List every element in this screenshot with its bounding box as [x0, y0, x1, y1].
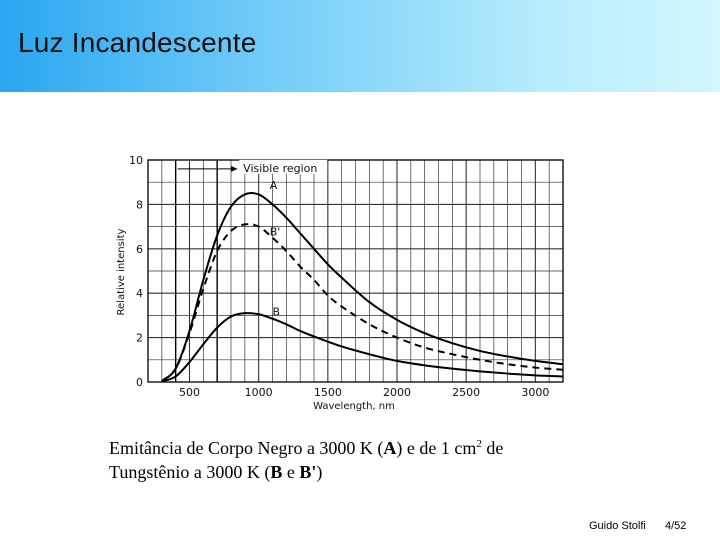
series-line-a — [161, 192, 564, 382]
series-label: A — [270, 179, 278, 192]
visible-region-label: Visible region — [243, 162, 317, 175]
y-tick-label: 4 — [136, 287, 143, 300]
y-tick-label: 10 — [129, 154, 143, 167]
page-number: 4/52 — [665, 520, 687, 532]
chart-tick-labels: 500 1000 1500 2000 2500 3000 0 2 4 6 8 10 — [129, 154, 549, 399]
x-tick-label: 3000 — [521, 386, 549, 399]
chart-annotation: Visible region — [174, 159, 328, 382]
series-label: B' — [270, 225, 281, 238]
blackbody-chart: 500 1000 1500 2000 2500 3000 0 2 4 6 8 10 A B' B Visi… — [116, 154, 564, 412]
series-line-b — [161, 312, 564, 383]
x-tick-label: 2500 — [452, 386, 480, 399]
x-tick-label: 2000 — [383, 386, 411, 399]
caption-line-1: Emitância de Corpo Negro a 3000 K (A) e … — [109, 438, 504, 458]
title-banner: Luz Incandescente — [0, 0, 720, 92]
x-tick-label: 1500 — [314, 386, 342, 399]
y-tick-label: 2 — [136, 332, 143, 345]
x-tick-label: 500 — [179, 386, 200, 399]
y-tick-label: 6 — [136, 243, 143, 256]
chart-series: A B' B — [161, 179, 564, 383]
y-axis-label: Relative intensity — [116, 228, 127, 315]
x-tick-label: 1000 — [245, 386, 273, 399]
visible-region-label-bg — [239, 159, 328, 174]
y-tick-label: 0 — [136, 376, 143, 389]
series-label: B — [273, 305, 281, 318]
x-axis-label: Wavelength, nm — [313, 401, 395, 412]
y-tick-label: 8 — [136, 198, 143, 211]
slide-title: Luz Incandescente — [18, 27, 257, 58]
caption-line-2: Tungstênio a 3000 K (B e B') — [109, 462, 323, 482]
figure-caption: Emitância de Corpo Negro a 3000 K (A) e … — [109, 436, 589, 484]
plot-frame — [147, 159, 564, 383]
visible-region-arrowhead — [231, 165, 238, 172]
series-line-bprime — [161, 223, 564, 382]
footer-author: Guido Stolfi — [589, 520, 646, 532]
